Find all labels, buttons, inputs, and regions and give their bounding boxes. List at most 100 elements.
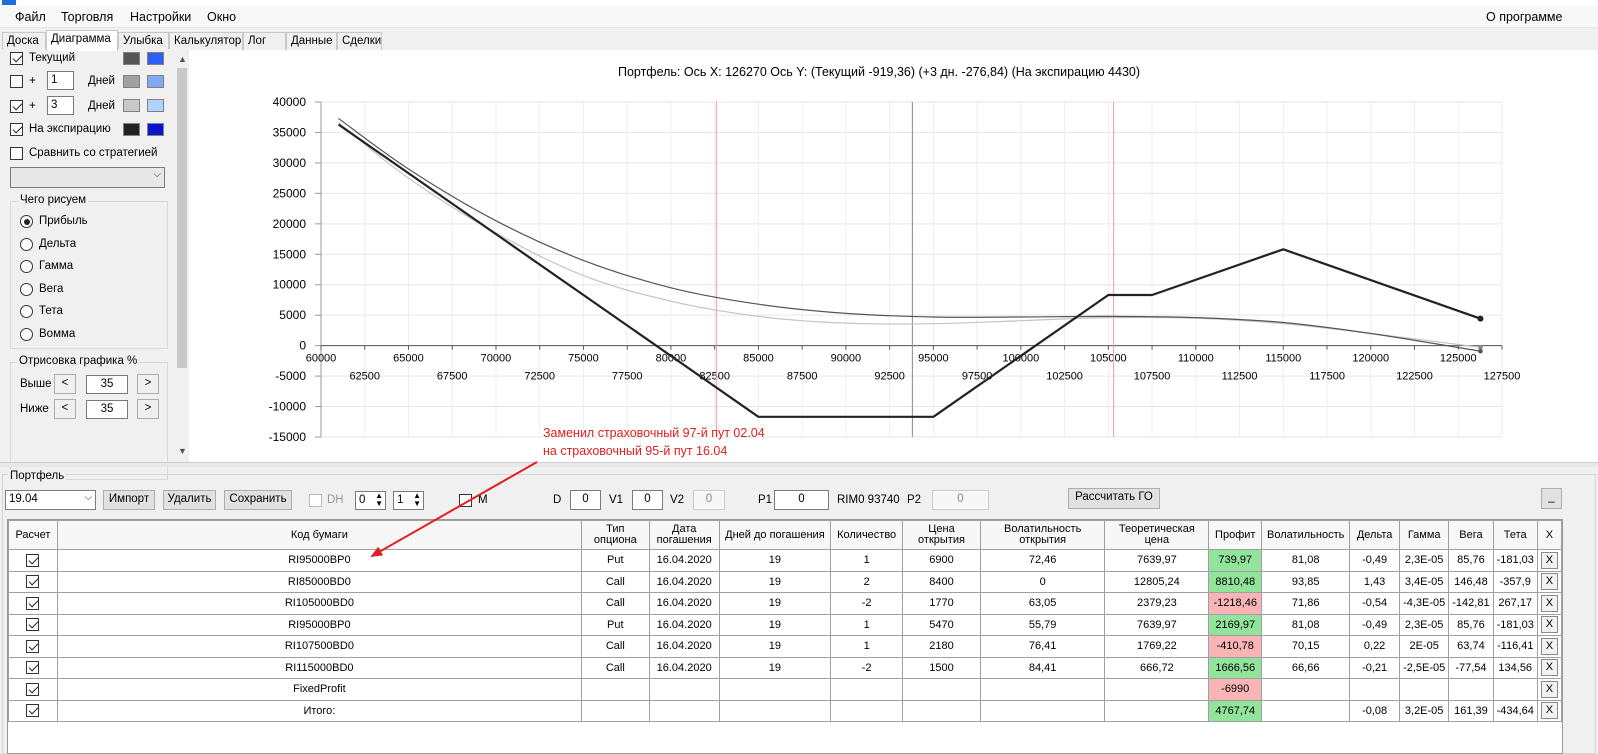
cell-theo[interactable] <box>1104 699 1210 722</box>
tab-data[interactable]: Данные <box>286 32 337 50</box>
cell-delta[interactable] <box>1349 678 1401 701</box>
cell-delta[interactable]: -0,21 <box>1349 656 1401 679</box>
row-calc-checkbox[interactable] <box>26 661 40 675</box>
radio-vomma[interactable] <box>20 328 33 341</box>
col-header-date[interactable]: Дата погашения <box>648 520 720 550</box>
remove-row-button[interactable]: X <box>1540 551 1558 569</box>
cell-type[interactable]: Call <box>580 570 650 593</box>
cell-delta[interactable]: -0,49 <box>1349 549 1401 572</box>
strategy-select[interactable]: ⌵ <box>10 167 165 188</box>
plus3-color-swatch[interactable] <box>123 99 140 112</box>
col-header-qty[interactable]: Количество <box>830 520 904 550</box>
cell-date[interactable]: 16.04.2020 <box>648 570 720 593</box>
cell-vol-open[interactable] <box>979 678 1106 701</box>
cell-price[interactable]: 8400 <box>902 570 981 593</box>
table-row[interactable]: RI115000BD0 Call 16.04.2020 19 -2 1500 84,41 66… <box>8 656 1563 679</box>
radio-theta[interactable] <box>20 305 33 318</box>
tab-diagram[interactable]: Диаграмма <box>46 30 118 51</box>
cell-vega[interactable]: 146,48 <box>1448 570 1494 593</box>
spin-icon[interactable]: ▲ ▼ <box>375 491 383 508</box>
cell-vol-open[interactable]: 72,46 <box>979 549 1106 572</box>
spin-icon[interactable]: ▲ ▼ <box>413 491 421 508</box>
col-header-vega[interactable]: Вега <box>1448 520 1494 550</box>
cell-calc[interactable] <box>8 592 58 615</box>
cell-gamma[interactable]: 2,3E-05 <box>1399 613 1450 636</box>
above-decrease-button[interactable]: < <box>54 374 76 394</box>
plus3-days-input[interactable]: 3 <box>47 96 74 115</box>
cell-theo[interactable] <box>1104 678 1210 701</box>
cell-theo[interactable]: 7639,97 <box>1104 549 1210 572</box>
cell-delta[interactable]: -0,08 <box>1349 699 1401 722</box>
v1-input[interactable]: 0 <box>632 490 663 510</box>
cell-code[interactable]: RI85000BD0 <box>56 570 582 593</box>
cell-theta[interactable] <box>1492 678 1538 701</box>
col-header-calc[interactable]: Расчет <box>8 520 58 550</box>
m-checkbox[interactable] <box>459 494 472 507</box>
tab-calculator[interactable]: Калькулятор <box>169 32 243 50</box>
delete-button[interactable]: Удалить <box>163 490 216 510</box>
cell-profit[interactable]: -1218,46 <box>1208 592 1263 615</box>
cell-theta[interactable]: -434,64 <box>1492 699 1538 722</box>
cell-days[interactable]: 19 <box>718 549 832 572</box>
calculate-go-button[interactable]: Рассчитать ГО <box>1068 488 1160 509</box>
table-row[interactable]: RI85000BD0 Call 16.04.2020 19 2 8400 0 12805,24… <box>8 570 1563 593</box>
scroll-down-icon[interactable]: ▼ <box>178 446 187 456</box>
cell-date[interactable]: 16.04.2020 <box>648 549 720 572</box>
cell-qty[interactable]: 1 <box>830 549 904 572</box>
cell-vega[interactable]: -142,81 <box>1448 592 1494 615</box>
cell-gamma[interactable]: 3,4E-05 <box>1399 570 1450 593</box>
col-header-theta[interactable]: Тета <box>1492 520 1538 550</box>
cell-theo[interactable]: 7639,97 <box>1104 613 1210 636</box>
dh-stepper-2[interactable]: 1 ▲ ▼ <box>393 491 424 510</box>
cell-days[interactable]: 19 <box>718 570 832 593</box>
cell-type[interactable]: Call <box>580 592 650 615</box>
scroll-thumb[interactable] <box>177 68 187 368</box>
col-header-gamma[interactable]: Гамма <box>1399 520 1450 550</box>
expiry-checkbox[interactable] <box>10 123 23 136</box>
cell-type[interactable]: Put <box>580 613 650 636</box>
above-input[interactable]: 35 <box>86 375 128 394</box>
minimize-button[interactable]: _ <box>1541 488 1562 509</box>
import-button[interactable]: Импорт <box>103 490 155 510</box>
save-button[interactable]: Сохранить <box>224 490 292 510</box>
cell-days[interactable]: 19 <box>718 635 832 658</box>
cell-price[interactable]: 5470 <box>902 613 981 636</box>
table-row[interactable]: Итого: 4767,74 -0,08 3,2E-05 161,39 -434,64 X <box>8 699 1563 722</box>
left-panel-scrollbar[interactable]: ▲ ▼ <box>175 50 189 460</box>
radio-delta[interactable] <box>20 238 33 251</box>
cell-profit[interactable]: 8810,48 <box>1208 570 1263 593</box>
cell-vol[interactable]: 81,08 <box>1261 549 1351 572</box>
below-increase-button[interactable]: > <box>137 399 159 419</box>
tab-smile[interactable]: Улыбка <box>118 32 169 50</box>
cell-vega[interactable]: -77,54 <box>1448 656 1494 679</box>
cell-theo[interactable]: 12805,24 <box>1104 570 1210 593</box>
remove-row-button[interactable]: X <box>1540 659 1558 677</box>
menu-window[interactable]: Окно <box>207 10 237 24</box>
cell-qty[interactable] <box>830 678 904 701</box>
cell-code[interactable]: FixedProfit <box>56 678 582 701</box>
radio-gamma[interactable] <box>20 260 33 273</box>
cell-code[interactable]: RI95000BP0 <box>56 549 582 572</box>
cell-code[interactable]: Итого: <box>56 699 582 722</box>
compare-checkbox[interactable] <box>10 147 23 160</box>
radio-vega[interactable] <box>20 283 33 296</box>
plus1-checkbox[interactable] <box>10 75 23 88</box>
cell-date[interactable]: 16.04.2020 <box>648 592 720 615</box>
cell-profit[interactable]: -6990 <box>1208 678 1263 701</box>
plus1-color-swatch[interactable] <box>123 75 140 88</box>
cell-type[interactable] <box>580 699 650 722</box>
row-calc-checkbox[interactable] <box>26 553 40 567</box>
cell-calc[interactable] <box>8 678 58 701</box>
table-row[interactable]: FixedProfit -6990 X <box>8 678 1563 701</box>
plus1-days-input[interactable]: 1 <box>47 71 74 90</box>
tab-log[interactable]: Лог <box>243 32 286 50</box>
cell-days[interactable] <box>718 699 832 722</box>
cell-vega[interactable]: 63,74 <box>1448 635 1494 658</box>
expiry-color-swatch-alt[interactable] <box>147 123 164 136</box>
cell-calc[interactable] <box>8 635 58 658</box>
cell-date[interactable]: 16.04.2020 <box>648 656 720 679</box>
cell-calc[interactable] <box>8 570 58 593</box>
cell-date[interactable]: 16.04.2020 <box>648 613 720 636</box>
remove-row-button[interactable]: X <box>1540 616 1558 634</box>
cell-gamma[interactable]: -4,3E-05 <box>1399 592 1450 615</box>
